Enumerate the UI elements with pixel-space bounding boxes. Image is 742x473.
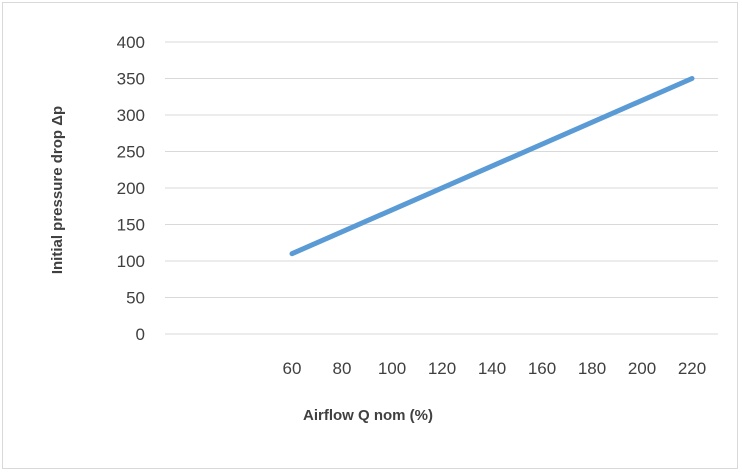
y-tick-label: 300 (117, 106, 145, 125)
y-axis-title: Initial pressure drop Δp (49, 106, 66, 274)
series-line (289, 76, 695, 257)
x-tick-label: 140 (478, 359, 506, 378)
x-axis-title: Airflow Q nom (%) (303, 407, 433, 424)
y-axis-tick-labels: 0 50 100 150 200 250 300 350 400 (117, 33, 145, 344)
x-tick-label: 220 (678, 359, 706, 378)
x-tick-label: 120 (428, 359, 456, 378)
y-tick-label: 400 (117, 33, 145, 52)
x-tick-label: 80 (333, 359, 352, 378)
y-tick-label: 100 (117, 252, 145, 271)
y-tick-label: 350 (117, 70, 145, 89)
x-axis-tick-labels: 60 80 100 120 140 160 180 200 220 (283, 359, 707, 378)
series-lines (289, 76, 695, 257)
y-tick-label: 250 (117, 143, 145, 162)
y-tick-label: 150 (117, 216, 145, 235)
x-tick-label: 160 (528, 359, 556, 378)
y-tick-label: 0 (136, 325, 145, 344)
x-tick-label: 100 (378, 359, 406, 378)
x-tick-label: 200 (628, 359, 656, 378)
x-tick-label: 60 (283, 359, 302, 378)
y-tick-label: 200 (117, 179, 145, 198)
chart-area (2, 2, 738, 469)
x-tick-label: 180 (578, 359, 606, 378)
gridlines (165, 41, 718, 335)
y-tick-label: 50 (126, 289, 145, 308)
